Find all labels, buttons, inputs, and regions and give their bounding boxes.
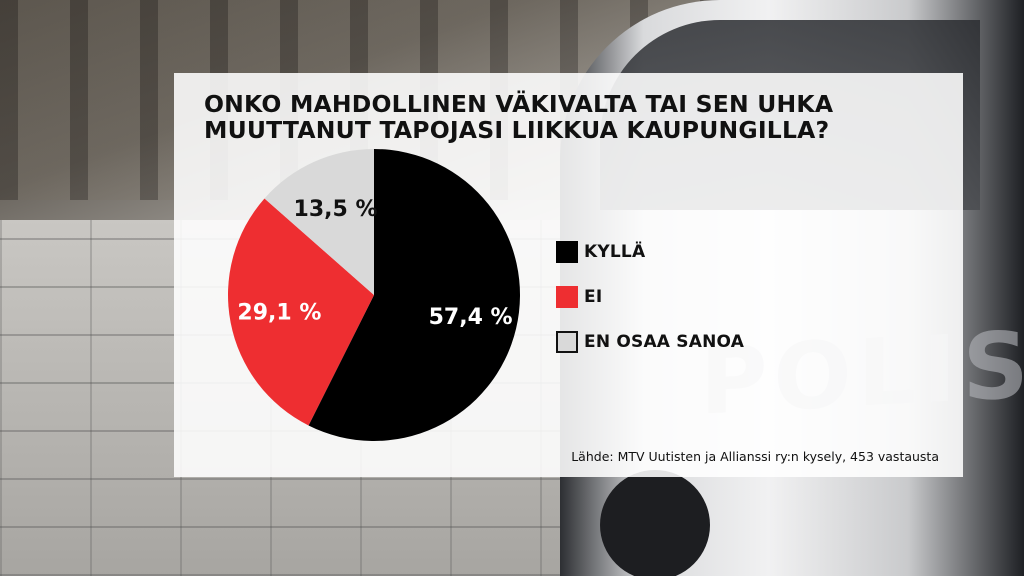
legend-swatch [556,331,578,353]
legend-label: EI [584,287,603,307]
pie-chart: 57,4 % 29,1 % 13,5 % [228,149,520,441]
pie-slice-kyllä [308,149,520,441]
legend-label: EN OSAA SANOA [584,332,745,352]
pie-slice-label: 29,1 % [237,300,321,325]
legend-swatch [556,241,578,263]
source-note: Lähde: MTV Uutisten ja Allianssi ry:n ky… [571,449,939,464]
infographic-panel: ONKO MAHDOLLINEN VÄKIVALTA TAI SEN UHKA … [174,73,963,477]
chart-title-line-2: MUUTTANUT TAPOJASI LIIKKUA KAUPUNGILLA? [204,116,830,144]
pie-slice-ei [228,198,374,426]
pie-slice-label: 13,5 % [294,197,378,222]
legend-item-en-osaa-sanoa: EN OSAA SANOA [556,330,744,354]
legend-label: KYLLÄ [584,242,646,262]
legend: KYLLÄ EI EN OSAA SANOA [556,240,744,375]
van-wheel [600,470,710,576]
legend-item-ei: EI [556,285,744,309]
pie-slice-label: 57,4 % [429,305,513,330]
pie-slice-en-osaa-sanoa [264,149,374,295]
chart-title-line-1: ONKO MAHDOLLINEN VÄKIVALTA TAI SEN UHKA [204,90,834,118]
chart-title: ONKO MAHDOLLINEN VÄKIVALTA TAI SEN UHKA … [204,91,944,143]
legend-swatch [556,286,578,308]
legend-item-kylla: KYLLÄ [556,240,744,264]
